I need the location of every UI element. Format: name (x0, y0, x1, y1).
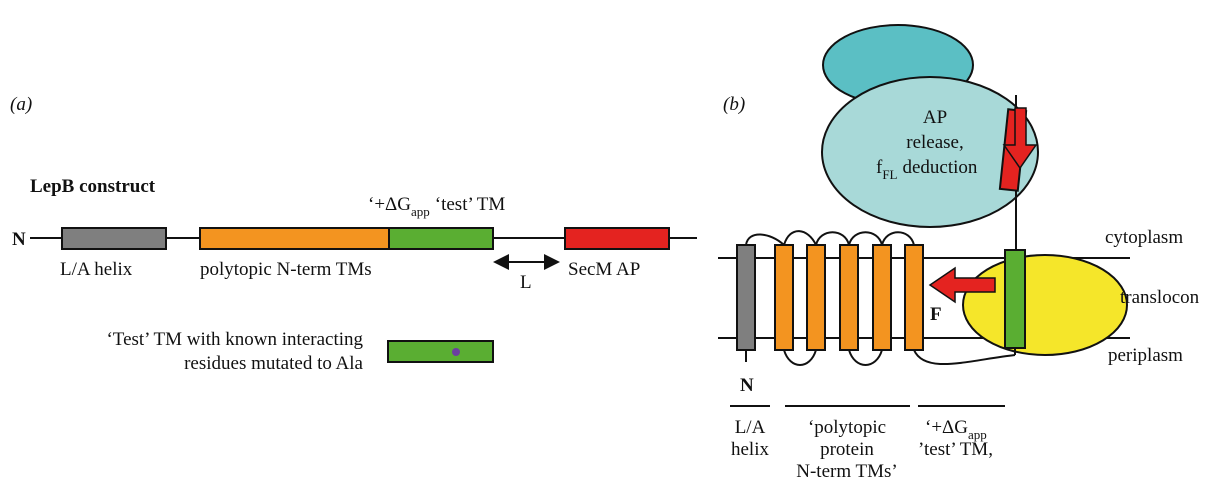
test-tm-segment (389, 228, 493, 249)
n-terminus: N (12, 229, 26, 250)
text: ‘+ΔG (368, 194, 411, 215)
text: deduction (903, 157, 978, 178)
subscript: FL (882, 167, 897, 182)
tm (840, 245, 858, 350)
figure: (a) LepB construct N L/A helix polytopic… (0, 0, 1223, 486)
tm (905, 245, 923, 350)
translocon-label: translocon (1120, 287, 1200, 308)
mutant-tm (388, 341, 493, 362)
periplasm-label: periplasm (1108, 345, 1183, 366)
panel-label: (a) (10, 94, 32, 115)
helix-segment (62, 228, 166, 249)
test-tm (1005, 250, 1025, 348)
tm (775, 245, 793, 350)
ap-label: SecM AP (568, 259, 640, 280)
ribosome-text: release, (906, 132, 963, 153)
subscript: app (411, 204, 430, 219)
translocon (963, 255, 1127, 355)
caption: helix (731, 439, 769, 460)
caption: N-term TMs’ (796, 461, 898, 482)
test-tm-label: ‘+ΔGapp ‘test’ TM (368, 194, 505, 219)
text: ‘+ΔG (925, 417, 968, 438)
ribosome-text: AP (923, 107, 947, 128)
tms-segment (200, 228, 389, 249)
tm (873, 245, 891, 350)
tms-label: polytopic N-term TMs (200, 259, 372, 280)
construct-title: LepB construct (30, 176, 156, 197)
note: residues mutated to Ala (184, 353, 363, 374)
caption: L/A (735, 417, 766, 438)
mutation-dot (452, 348, 460, 356)
text: ‘test’ TM (435, 194, 506, 215)
linker-label: L (520, 272, 532, 293)
force-label: F (930, 304, 942, 325)
tm (807, 245, 825, 350)
caption: protein (820, 439, 874, 460)
note: ‘Test’ TM with known interacting (106, 329, 363, 350)
caption: ’test’ TM, (918, 439, 993, 460)
cytoplasm-label: cytoplasm (1105, 227, 1183, 248)
panel-label: (b) (723, 94, 745, 115)
caption: ‘polytopic (808, 417, 886, 438)
n-terminus: N (740, 375, 754, 396)
ap-segment (565, 228, 669, 249)
helix-label: L/A helix (60, 259, 133, 280)
helix-tm (737, 245, 755, 350)
